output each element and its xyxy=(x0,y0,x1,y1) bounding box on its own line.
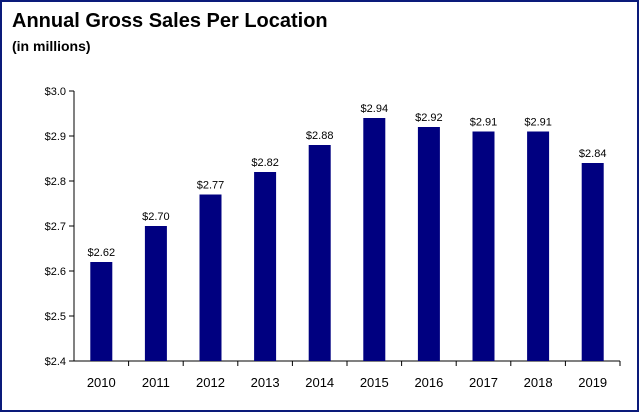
chart-subtitle: (in millions) xyxy=(12,38,91,54)
y-tick-label: $2.4 xyxy=(45,356,66,368)
bar xyxy=(417,127,440,361)
bar xyxy=(472,131,495,361)
bar xyxy=(199,194,222,361)
bar-value-label: $2.82 xyxy=(251,157,279,169)
y-tick-label: $2.9 xyxy=(45,131,66,143)
bar-value-label: $2.70 xyxy=(142,211,170,223)
data-labels: $2.62 $2.70 $2.77 $2.82 $2.88 $2.94 $2.92 $2.91… xyxy=(88,103,607,259)
bar xyxy=(308,145,331,361)
x-tick-label: 2010 xyxy=(87,375,116,390)
y-tick-label: $2.8 xyxy=(45,176,66,188)
bar xyxy=(90,262,113,361)
x-tick-label: 2017 xyxy=(469,375,498,390)
bar-value-label: $2.77 xyxy=(197,180,225,192)
bar-value-label: $2.84 xyxy=(579,148,607,160)
x-axis: 2010 2011 2012 2013 2014 2015 2016 2017 2018 2019 xyxy=(74,360,621,390)
y-tick-label: $3.0 xyxy=(45,86,66,98)
y-tick-label: $2.6 xyxy=(45,266,66,278)
x-tick-label: 2019 xyxy=(578,375,607,390)
x-tick-label: 2018 xyxy=(524,375,553,390)
bars xyxy=(90,118,604,361)
bar xyxy=(527,131,550,361)
y-tick-label: $2.5 xyxy=(45,311,66,323)
bar xyxy=(254,172,277,361)
x-tick-label: 2012 xyxy=(196,375,225,390)
y-axis: $2.4 $2.5 $2.6 $2.7 $2.8 $2.9 $3.0 xyxy=(45,86,75,368)
x-tick-label: 2014 xyxy=(305,375,334,390)
y-tick-label: $2.7 xyxy=(45,221,66,233)
bar-value-label: $2.91 xyxy=(470,117,498,129)
x-tick-label: 2013 xyxy=(251,375,280,390)
bar xyxy=(581,163,604,361)
x-tick-label: 2011 xyxy=(142,375,170,390)
bar-value-label: $2.94 xyxy=(361,103,389,115)
bar-value-label: $2.91 xyxy=(524,117,552,129)
x-tick-label: 2015 xyxy=(360,375,389,390)
bar xyxy=(363,118,386,361)
bar xyxy=(144,226,167,361)
bar-value-label: $2.88 xyxy=(306,130,334,142)
chart-title: Annual Gross Sales Per Location xyxy=(12,10,328,32)
bar-value-label: $2.62 xyxy=(88,247,116,259)
bar-value-label: $2.92 xyxy=(415,112,443,124)
x-tick-label: 2016 xyxy=(414,375,443,390)
